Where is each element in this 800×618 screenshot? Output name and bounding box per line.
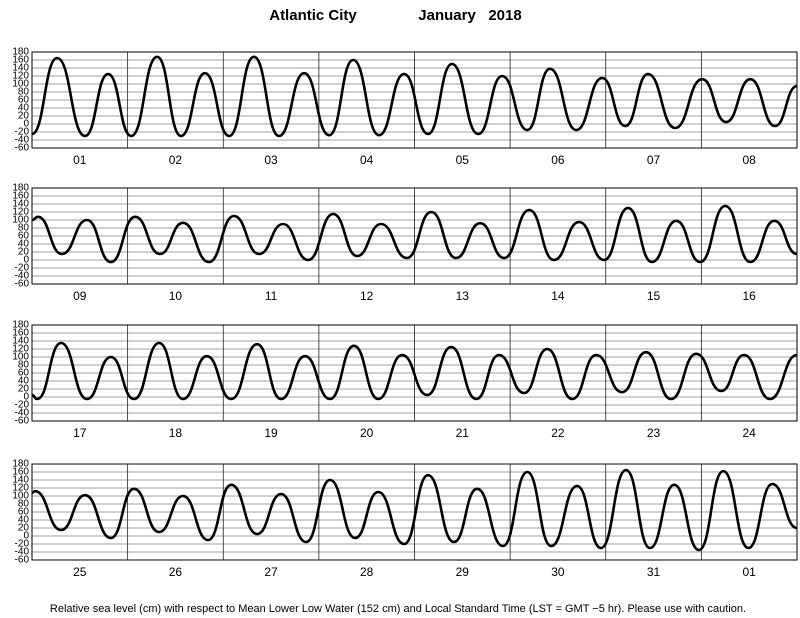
y-tick-label: -60 (15, 416, 30, 427)
y-tick-label: 20 (18, 523, 30, 534)
day-label: 01 (73, 153, 87, 167)
y-tick-label: -20 (15, 539, 30, 550)
day-label: 11 (265, 289, 278, 303)
y-tick-label: 40 (18, 239, 30, 250)
day-label: 12 (360, 289, 374, 303)
day-label: 19 (264, 426, 278, 440)
day-label: 15 (647, 289, 661, 303)
y-tick-label: 60 (18, 95, 30, 106)
y-tick-label: 100 (12, 352, 29, 363)
title: Atlantic City (269, 7, 357, 24)
y-tick-label: 60 (18, 231, 30, 242)
y-tick-label: 20 (18, 247, 30, 258)
y-tick-label: 100 (12, 491, 29, 502)
day-label: 09 (73, 289, 87, 303)
y-tick-label: 140 (12, 336, 29, 347)
tide-curve (31, 204, 798, 264)
day-label: 30 (551, 565, 565, 579)
y-tick-label: 160 (12, 467, 29, 478)
y-tick-label: 0 (23, 119, 29, 130)
y-tick-label: 0 (23, 392, 29, 403)
day-label: 21 (456, 426, 470, 440)
y-tick-label: -60 (15, 143, 30, 154)
day-label: 10 (169, 289, 183, 303)
day-label: 03 (264, 153, 278, 167)
y-tick-label: 120 (12, 207, 29, 218)
y-tick-label: -20 (15, 400, 30, 411)
y-tick-label: 120 (12, 71, 29, 82)
y-tick-label: -60 (15, 555, 30, 566)
caption: Relative sea level (cm) with respect to … (50, 603, 746, 615)
day-label: 01 (743, 565, 757, 579)
day-label: 18 (169, 426, 183, 440)
day-label: 23 (647, 426, 661, 440)
day-label: 08 (743, 153, 757, 167)
day-label: 29 (456, 565, 470, 579)
y-tick-label: 100 (12, 215, 29, 226)
y-tick-label: 80 (18, 87, 30, 98)
y-tick-label: 80 (18, 223, 30, 234)
day-label: 25 (73, 565, 87, 579)
y-tick-label: 40 (18, 103, 30, 114)
day-label: 31 (647, 565, 661, 579)
y-tick-label: 180 (12, 47, 29, 58)
period: January 2018 (418, 7, 521, 24)
y-tick-label: 120 (12, 483, 29, 494)
y-tick-label: 60 (18, 368, 30, 379)
panel-frame (31, 51, 798, 149)
day-label: 07 (647, 153, 661, 167)
day-label: 13 (456, 289, 470, 303)
y-tick-label: 180 (12, 183, 29, 194)
day-label: 17 (73, 426, 87, 440)
day-label: 06 (551, 153, 565, 167)
day-label: 28 (360, 565, 374, 579)
tide-curve (31, 341, 798, 401)
y-tick-label: 160 (12, 328, 29, 339)
day-label: 16 (743, 289, 757, 303)
y-tick-label: 140 (12, 63, 29, 74)
y-tick-label: 180 (12, 320, 29, 331)
day-label: 04 (360, 153, 374, 167)
day-label: 27 (264, 565, 278, 579)
panel-frame (31, 324, 798, 422)
y-tick-label: 20 (18, 111, 30, 122)
panel-frame (31, 187, 798, 285)
y-tick-label: -20 (15, 263, 30, 274)
y-tick-label: 100 (12, 79, 29, 90)
y-tick-label: 60 (18, 507, 30, 518)
y-tick-label: -60 (15, 279, 30, 290)
y-tick-label: -40 (15, 271, 30, 282)
y-tick-label: 40 (18, 376, 30, 387)
day-label: 26 (169, 565, 183, 579)
day-label: 14 (551, 289, 565, 303)
y-tick-label: 20 (18, 384, 30, 395)
y-tick-label: 80 (18, 360, 30, 371)
y-tick-label: 0 (23, 255, 29, 266)
y-tick-label: -40 (15, 547, 30, 558)
y-tick-label: 40 (18, 515, 30, 526)
y-tick-label: 160 (12, 191, 29, 202)
y-tick-label: 0 (23, 531, 29, 542)
y-tick-label: 80 (18, 499, 30, 510)
day-label: 05 (456, 153, 470, 167)
y-tick-label: 180 (12, 459, 29, 470)
day-label: 20 (360, 426, 374, 440)
y-tick-label: 120 (12, 344, 29, 355)
y-tick-label: 160 (12, 55, 29, 66)
tide-curve (31, 55, 798, 138)
y-tick-label: 140 (12, 199, 29, 210)
y-tick-label: -40 (15, 408, 30, 419)
y-tick-label: -40 (15, 135, 30, 146)
day-label: 22 (551, 426, 565, 440)
day-label: 24 (743, 426, 757, 440)
y-tick-label: 140 (12, 475, 29, 486)
panel-frame (31, 463, 798, 561)
tide-curve (31, 468, 798, 552)
y-tick-label: -20 (15, 127, 30, 138)
day-label: 02 (169, 153, 183, 167)
